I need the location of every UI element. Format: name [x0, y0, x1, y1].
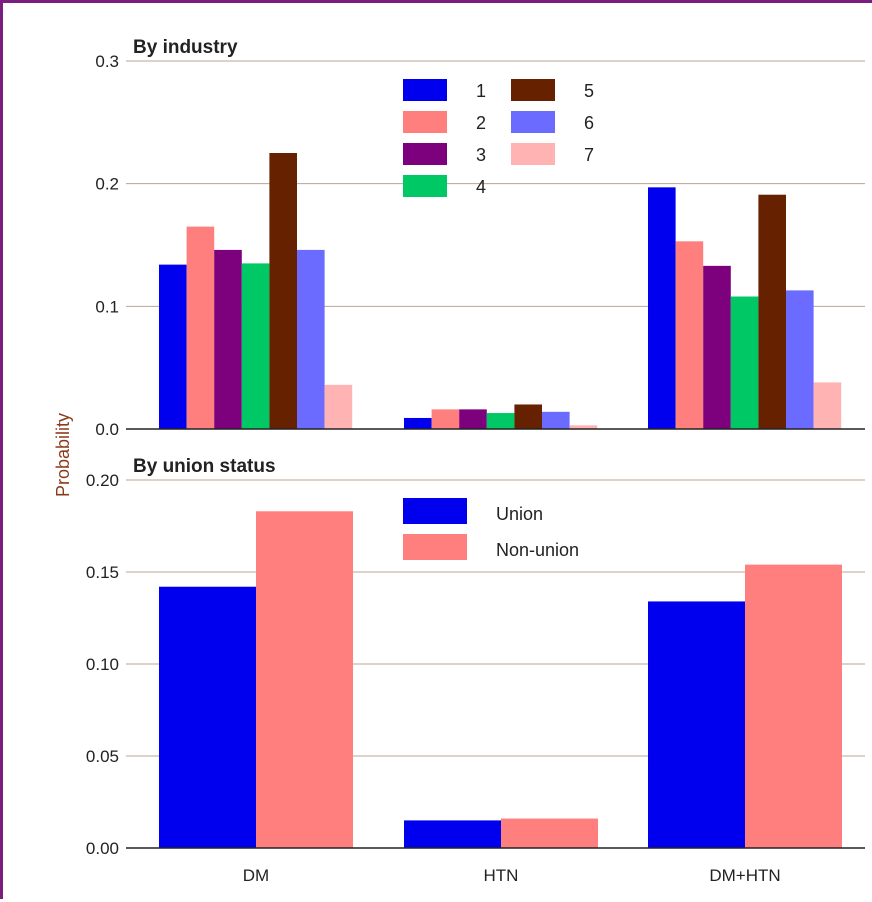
bar [745, 564, 842, 848]
legend-swatch [403, 534, 467, 560]
y-tick-label: 0.10 [86, 655, 119, 674]
legend-label: 1 [476, 81, 486, 101]
legend-label: 6 [584, 113, 594, 133]
legend-swatch [403, 143, 447, 165]
bar [486, 413, 515, 429]
bar [324, 384, 353, 429]
chart-svg: 0.0 0.1 0.2 0.3 By industry 1 5 2 6 3 7 4 0.00 0.05 0.… [53, 37, 865, 885]
bar [159, 586, 256, 848]
legend-swatch [511, 143, 555, 165]
bar [214, 249, 242, 429]
legend-label: 3 [476, 145, 486, 165]
bar [786, 290, 814, 429]
bar [569, 425, 598, 429]
y-tick-label: 0.0 [95, 420, 119, 439]
bar [404, 820, 501, 848]
bar [241, 263, 270, 429]
bar [703, 265, 731, 429]
x-tick-label: DM+HTN [709, 866, 780, 885]
bar [501, 818, 598, 848]
y-tick-label: 0.20 [86, 471, 119, 490]
y-tick-label: 0.15 [86, 563, 119, 582]
bar [269, 153, 297, 429]
legend-swatch [403, 175, 447, 197]
legend-label: Union [496, 504, 543, 524]
bar [404, 417, 432, 429]
legend-swatch [403, 498, 467, 524]
bar [730, 296, 759, 429]
bar [648, 187, 676, 429]
bar [514, 404, 542, 429]
bar [758, 194, 786, 429]
y-tick-label: 0.2 [95, 175, 119, 194]
legend-label: 5 [584, 81, 594, 101]
legend-label: 2 [476, 113, 486, 133]
legend-swatch [511, 111, 555, 133]
legend-swatch [403, 111, 447, 133]
y-tick-label: 0.05 [86, 747, 119, 766]
bar [186, 226, 215, 429]
legend-label: Non-union [496, 540, 579, 560]
bar [297, 249, 325, 429]
bar [459, 409, 487, 429]
bar [648, 601, 745, 848]
bar [542, 411, 570, 429]
panel-title: By industry [133, 37, 238, 58]
bar [813, 382, 842, 429]
bar [256, 511, 353, 848]
y-tick-label: 0.3 [95, 52, 119, 71]
x-tick-label: HTN [484, 866, 519, 885]
x-tick-label: DM [243, 866, 269, 885]
y-tick-label: 0.00 [86, 839, 119, 858]
bar [159, 264, 187, 429]
panel-title: By union status [133, 456, 276, 477]
bar [431, 409, 460, 429]
legend-swatch [403, 79, 447, 101]
legend-label: 7 [584, 145, 594, 165]
legend-swatch [511, 79, 555, 101]
bar [675, 241, 704, 429]
y-tick-label: 0.1 [95, 297, 119, 316]
legend-label: 4 [476, 177, 486, 197]
y-axis-label: Probability [53, 413, 73, 497]
